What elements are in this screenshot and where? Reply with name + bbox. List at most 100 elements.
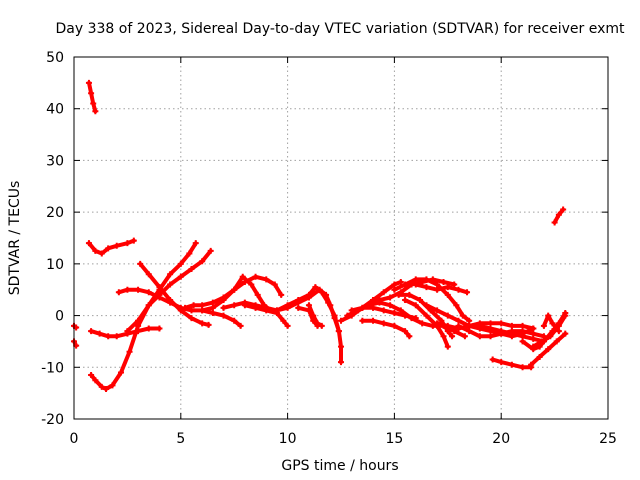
- data-point: [387, 302, 394, 309]
- data-point: [449, 333, 456, 340]
- data-point: [530, 330, 537, 337]
- series-arc-16: [307, 303, 324, 328]
- axis-ticks: [73, 56, 609, 420]
- y-tick-label: 20: [46, 205, 64, 221]
- data-point: [88, 372, 95, 379]
- data-point: [412, 302, 419, 309]
- data-point: [508, 322, 515, 329]
- data-point: [177, 307, 184, 314]
- data-point: [536, 353, 543, 360]
- data-point: [549, 320, 556, 327]
- data-point: [359, 317, 366, 324]
- series-arc-27: [435, 321, 536, 331]
- data-point: [295, 304, 302, 311]
- data-point: [466, 322, 473, 329]
- data-point: [305, 302, 312, 309]
- data-point: [391, 322, 398, 329]
- data-point: [451, 281, 458, 288]
- data-point: [455, 286, 462, 293]
- data-point: [530, 335, 537, 342]
- data-point: [359, 304, 366, 311]
- data-point: [444, 343, 451, 350]
- data-point: [476, 322, 483, 329]
- data-point: [538, 338, 545, 345]
- series-arc-21: [366, 300, 467, 339]
- data-point: [440, 278, 447, 285]
- data-point: [380, 289, 387, 296]
- data-point: [444, 291, 451, 298]
- data-point: [98, 250, 105, 257]
- data-point: [335, 328, 342, 335]
- data-point: [177, 273, 184, 280]
- data-point: [466, 317, 473, 324]
- data-point: [188, 307, 195, 314]
- data-point: [402, 297, 409, 304]
- data-point: [254, 291, 261, 298]
- data-point: [190, 302, 197, 309]
- data-point: [440, 333, 447, 340]
- data-point: [199, 320, 206, 327]
- data-point: [380, 307, 387, 314]
- data-point: [519, 364, 526, 371]
- data-point: [444, 284, 451, 291]
- data-point: [423, 312, 430, 319]
- data-point: [117, 369, 124, 376]
- data-point: [156, 284, 163, 291]
- data-point: [498, 320, 505, 327]
- data-point: [540, 322, 547, 329]
- data-point: [397, 307, 404, 314]
- data-point: [124, 240, 131, 247]
- data-point: [408, 315, 415, 322]
- y-tick-label: -10: [41, 360, 64, 376]
- data-point: [124, 328, 131, 335]
- data-point: [391, 309, 398, 316]
- data-point: [105, 245, 112, 252]
- data-point: [145, 271, 152, 278]
- data-point: [220, 297, 227, 304]
- data-point: [156, 291, 163, 298]
- data-point: [231, 286, 238, 293]
- data-point: [387, 294, 394, 301]
- data-point: [331, 312, 338, 319]
- data-point: [434, 307, 441, 314]
- x-tick-label: 20: [492, 431, 510, 447]
- data-point: [519, 333, 526, 340]
- data-point: [205, 321, 212, 328]
- data-point: [338, 359, 344, 366]
- data-point: [92, 108, 99, 115]
- data-point: [423, 276, 430, 283]
- data-point: [145, 302, 152, 309]
- data-point: [551, 219, 558, 226]
- data-point: [459, 312, 466, 319]
- data-point: [555, 211, 562, 218]
- data-point: [391, 286, 398, 293]
- data-point: [186, 250, 193, 257]
- data-point: [209, 309, 216, 316]
- data-point: [434, 320, 441, 327]
- data-point: [312, 284, 319, 291]
- data-point: [489, 356, 496, 363]
- data-point: [406, 291, 413, 298]
- data-point: [310, 312, 317, 319]
- data-point: [314, 320, 321, 327]
- data-point: [263, 307, 270, 314]
- data-point: [90, 100, 97, 107]
- data-point: [103, 386, 110, 393]
- data-point: [444, 312, 451, 319]
- data-point: [519, 338, 526, 345]
- data-point: [487, 325, 494, 332]
- data-point: [406, 333, 413, 340]
- data-point: [263, 276, 270, 283]
- data-point: [318, 322, 325, 329]
- data-point: [476, 333, 483, 340]
- data-point: [252, 304, 259, 311]
- data-point: [370, 317, 377, 324]
- x-tick-label: 15: [385, 431, 403, 447]
- data-point: [231, 302, 238, 309]
- data-point: [252, 273, 259, 280]
- x-tick-label: 0: [70, 431, 79, 447]
- data-point: [423, 302, 430, 309]
- data-point: [562, 330, 569, 337]
- y-tick-labels: -20 -10 0 10 20 30 40 50: [41, 50, 64, 428]
